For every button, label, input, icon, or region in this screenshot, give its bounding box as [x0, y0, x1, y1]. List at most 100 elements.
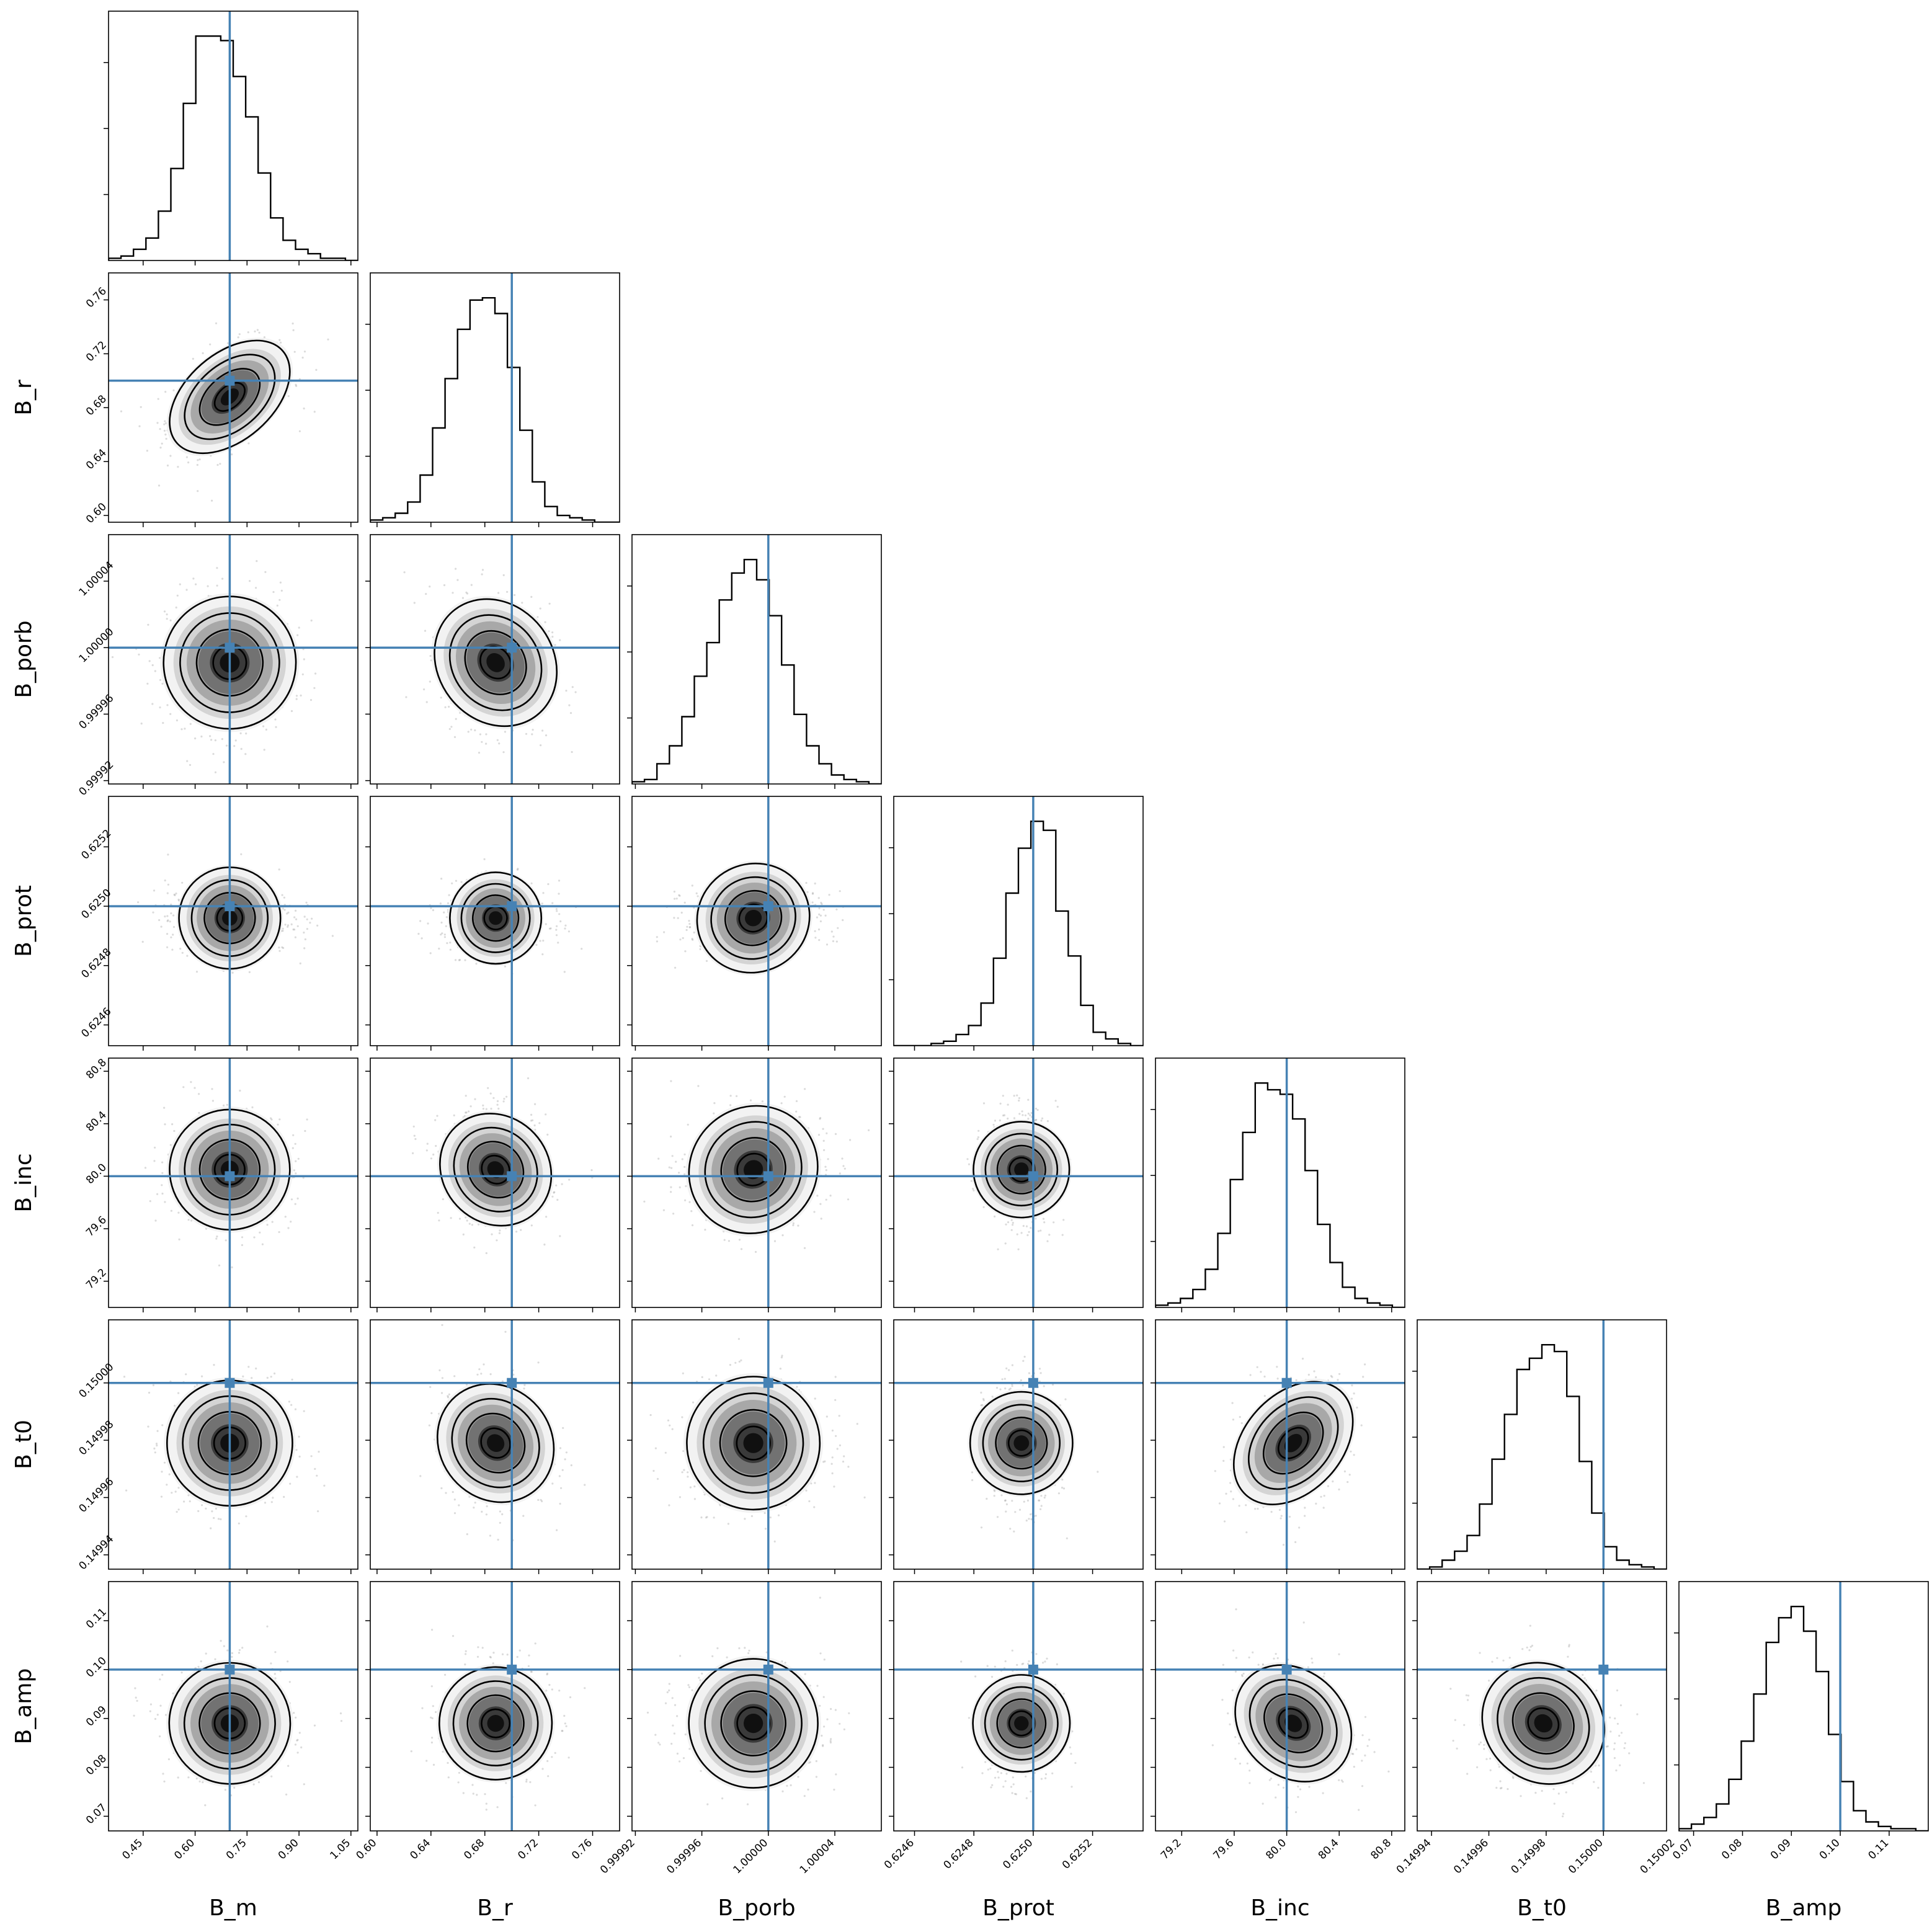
contour	[438, 1666, 553, 1781]
contour	[213, 1707, 246, 1740]
contour	[184, 1123, 276, 1216]
contour	[1247, 1396, 1339, 1490]
density-level	[489, 911, 503, 925]
contour	[702, 1392, 804, 1494]
contour	[481, 1708, 511, 1738]
panel-B_m-B_amp: 0.45 0.60 0.75 0.90 1.05 0.07 0.08 0.09 0.10 0.11	[84, 1581, 358, 1862]
panel-B_prot-B_amp: 0.6246 0.6248 0.6250 0.6252	[882, 1581, 1144, 1872]
contour	[452, 1680, 539, 1767]
contour	[1262, 1411, 1324, 1475]
contour	[984, 1133, 1059, 1207]
y-axis-title-B_inc: B_inc	[11, 1153, 37, 1212]
contour	[178, 866, 282, 970]
density-level	[743, 1714, 763, 1734]
panel-B_porb-B_inc	[627, 1057, 882, 1312]
panel-frame	[893, 1581, 1144, 1832]
y-tick-label: 0.14998	[77, 1418, 117, 1458]
x-tick-label: 0.99996	[664, 1836, 704, 1876]
panel-B_r-B_prot	[365, 796, 620, 1051]
panel-frame	[1155, 1581, 1405, 1832]
panel-B_r-B_t0	[365, 1319, 620, 1574]
contour	[719, 1409, 788, 1477]
y-tick-label: 79.6	[84, 1214, 109, 1239]
contour	[973, 1121, 1071, 1219]
y-tick-label: 0.15000	[77, 1361, 117, 1400]
truth-marker	[1028, 1664, 1038, 1675]
contour	[453, 1126, 538, 1213]
histogram-B_amp	[1679, 1606, 1928, 1831]
truth-marker	[1281, 1664, 1292, 1675]
density-level	[1534, 1714, 1553, 1733]
x-tick-label: 0.15000	[1566, 1836, 1606, 1876]
contour	[436, 1383, 555, 1503]
contour	[1497, 1676, 1590, 1770]
panel-frame	[1155, 1057, 1405, 1308]
truth-marker	[1281, 1378, 1292, 1388]
histogram-B_m	[109, 35, 358, 260]
x-tick-label: 0.09	[1768, 1836, 1794, 1862]
panel-B_prot-B_prot	[889, 796, 1144, 1051]
x-tick-label: 0.14994	[1394, 1836, 1434, 1876]
contour	[984, 1686, 1059, 1761]
contour	[1481, 1662, 1606, 1785]
panel-frame	[370, 1581, 620, 1832]
x-axis-title-B_m: B_m	[209, 1895, 257, 1921]
histogram-B_porb	[632, 559, 881, 784]
y-axis-title-B_porb: B_porb	[11, 620, 37, 698]
panel-B_porb-B_prot	[627, 796, 882, 1051]
histogram-B_t0	[1417, 1344, 1667, 1569]
x-tick-label: 0.60	[354, 1836, 380, 1862]
y-axis-title-B_t0: B_t0	[11, 1420, 37, 1469]
panel-frame	[631, 796, 882, 1046]
contour	[1234, 1664, 1353, 1783]
contour	[460, 883, 531, 953]
contour	[704, 1674, 803, 1773]
truth-marker	[763, 901, 773, 912]
contour	[465, 1412, 526, 1474]
panel-frame	[108, 796, 358, 1046]
y-tick-label: 0.14996	[77, 1476, 117, 1515]
density-level	[1284, 1433, 1302, 1453]
truth-marker	[225, 1378, 235, 1388]
panel-B_inc-B_t0	[1151, 1319, 1405, 1574]
contour	[449, 871, 543, 965]
panel-frame	[370, 1057, 620, 1308]
panel-frame	[108, 272, 358, 523]
contour	[179, 612, 280, 713]
panel-B_t0-B_t0	[1412, 1319, 1667, 1574]
truth-marker	[1028, 1378, 1038, 1388]
contour	[481, 1154, 510, 1185]
density-level	[487, 1715, 504, 1732]
panel-B_r-B_r	[365, 272, 620, 527]
contour	[483, 906, 508, 930]
contour	[686, 1376, 821, 1511]
truth-marker	[763, 1171, 773, 1182]
contour	[213, 381, 246, 412]
contour	[720, 1137, 786, 1203]
contour	[1008, 1710, 1035, 1737]
contour	[212, 645, 247, 680]
density-level	[1013, 1435, 1030, 1451]
x-tick-label: 0.68	[461, 1836, 487, 1862]
contour	[736, 1425, 771, 1461]
truth-marker	[1598, 1664, 1609, 1675]
y-tick-label: 0.64	[84, 447, 109, 472]
y-tick-label: 1.00000	[77, 626, 117, 666]
panel-frame	[370, 1319, 620, 1570]
y-tick-label: 0.76	[84, 285, 109, 311]
truth-marker	[507, 901, 517, 912]
panel-B_r-B_inc	[365, 1057, 620, 1312]
histogram-B_prot	[894, 821, 1143, 1046]
y-axis-title-B_r: B_r	[11, 380, 37, 416]
contour	[195, 628, 264, 697]
contour	[479, 646, 512, 680]
panel-B_prot-B_inc	[889, 1057, 1144, 1312]
y-axis-title-B_prot: B_prot	[11, 885, 37, 957]
x-tick-label: 79.2	[1159, 1836, 1184, 1862]
x-tick-label: 0.6250	[1000, 1836, 1035, 1871]
x-axis-title-B_porb: B_porb	[718, 1895, 795, 1921]
density-level	[486, 1434, 505, 1453]
panel-frame	[370, 796, 620, 1046]
truth-marker	[225, 1664, 235, 1675]
panel-B_m-B_porb: 0.99992 0.99996 1.00000 1.00004	[77, 534, 358, 798]
